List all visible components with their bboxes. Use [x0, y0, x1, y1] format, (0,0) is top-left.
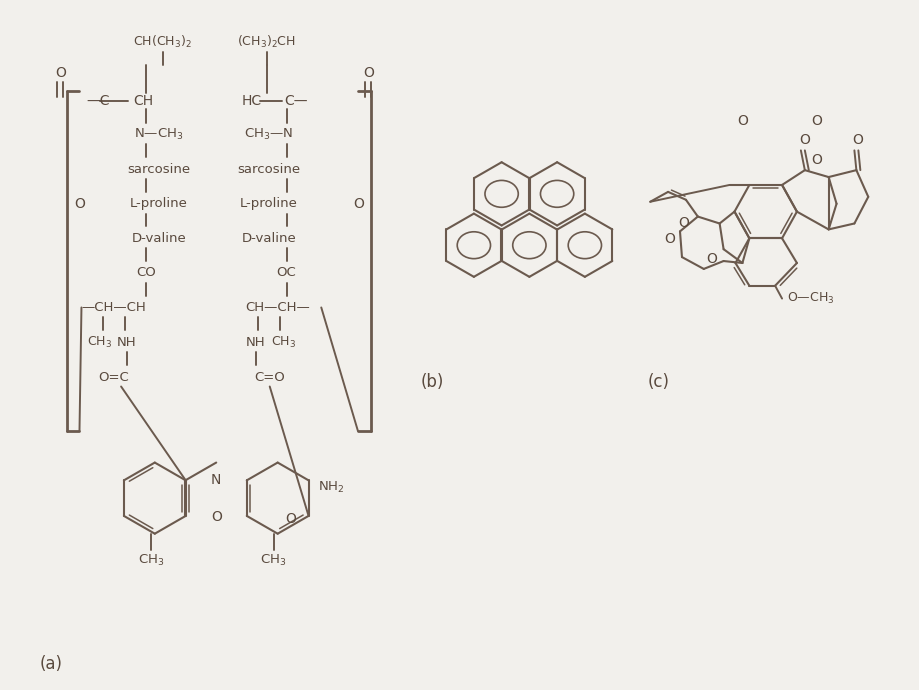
Text: HC: HC	[242, 94, 262, 108]
Text: CH$_3$—N: CH$_3$—N	[244, 127, 293, 142]
Text: O: O	[736, 114, 747, 128]
Text: O: O	[678, 217, 688, 230]
Text: N: N	[210, 473, 221, 486]
Text: O: O	[74, 197, 85, 210]
Text: O: O	[55, 66, 66, 80]
Text: (b): (b)	[420, 373, 444, 391]
Text: C—: C—	[284, 94, 308, 108]
Text: C=O: C=O	[254, 371, 285, 384]
Text: CH$_3$: CH$_3$	[86, 335, 112, 350]
Text: D-valine: D-valine	[241, 232, 296, 245]
Text: sarcosine: sarcosine	[237, 163, 300, 176]
Text: CH$_3$: CH$_3$	[138, 553, 164, 568]
Text: O: O	[851, 133, 862, 148]
Text: CH: CH	[133, 94, 153, 108]
Text: CH$_3$: CH$_3$	[260, 553, 287, 568]
Text: CO: CO	[136, 266, 155, 279]
Text: O: O	[353, 197, 364, 210]
Text: NH: NH	[117, 335, 137, 348]
Text: CH—CH—: CH—CH—	[244, 301, 310, 314]
Text: —CH—CH: —CH—CH	[82, 301, 146, 314]
Text: O: O	[811, 153, 822, 167]
Text: O=C: O=C	[97, 371, 129, 384]
Text: NH: NH	[245, 335, 266, 348]
Text: NH$_2$: NH$_2$	[318, 480, 345, 495]
Text: —C: —C	[86, 94, 109, 108]
Text: O: O	[285, 513, 296, 526]
Text: O: O	[706, 252, 716, 266]
Text: O: O	[811, 114, 822, 128]
Text: N—CH$_3$: N—CH$_3$	[134, 127, 184, 142]
Text: (a): (a)	[40, 655, 62, 673]
Text: (CH$_3$)$_2$CH: (CH$_3$)$_2$CH	[237, 34, 296, 50]
Text: O: O	[210, 510, 221, 524]
Text: D-valine: D-valine	[131, 232, 186, 245]
Text: OC: OC	[277, 266, 296, 279]
Text: L-proline: L-proline	[130, 197, 187, 210]
Text: O: O	[664, 233, 675, 246]
Text: (c): (c)	[646, 373, 668, 391]
Text: L-proline: L-proline	[240, 197, 298, 210]
Text: O—CH$_3$: O—CH$_3$	[786, 291, 834, 306]
Text: sarcosine: sarcosine	[127, 163, 190, 176]
Text: O: O	[363, 66, 374, 80]
Text: O: O	[799, 133, 810, 148]
Text: CH$_3$: CH$_3$	[271, 335, 296, 350]
Text: CH(CH$_3$)$_2$: CH(CH$_3$)$_2$	[133, 34, 192, 50]
